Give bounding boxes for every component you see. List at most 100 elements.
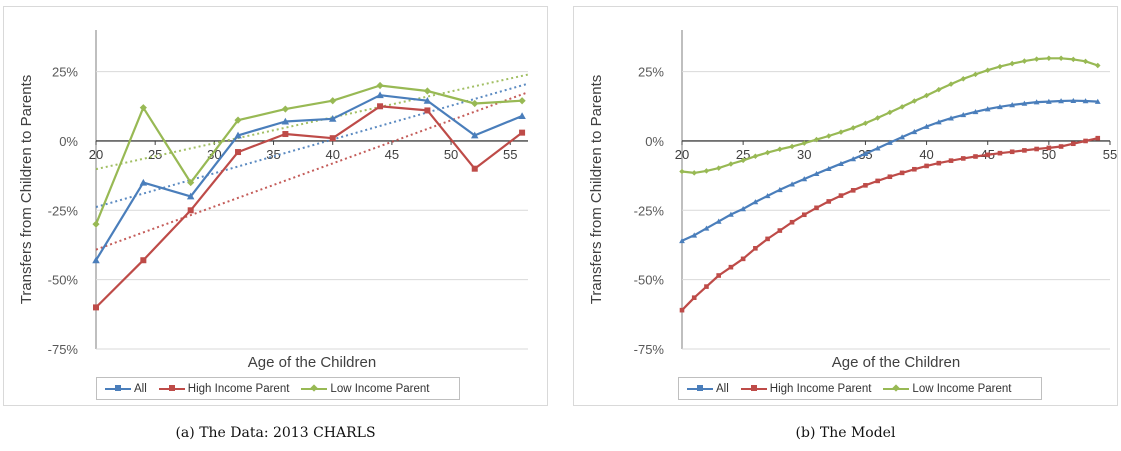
series-line-all <box>95 94 523 261</box>
data-point-high-income-parent <box>377 103 384 110</box>
x-tick-label: 55 <box>503 147 517 162</box>
data-point-all <box>234 131 242 139</box>
y-axis-title: Transfers from Children to Parents <box>588 75 605 305</box>
data-point-all <box>801 176 808 182</box>
data-point-all <box>911 128 918 135</box>
data-point-high-income-parent <box>838 193 844 198</box>
legend-label-high-income: High Income Parent <box>187 382 290 395</box>
x-tick-label: 20 <box>89 147 103 162</box>
legend-label-all: All <box>716 382 729 395</box>
legend-label-high-income: High Income Parent <box>769 382 872 395</box>
x-tick-label: 50 <box>1042 147 1056 162</box>
data-point-all <box>984 106 991 112</box>
series-line-high-income-parent <box>95 105 523 309</box>
data-point-high-income-parent <box>1046 145 1052 151</box>
data-point-high-income-parent <box>985 152 991 158</box>
data-point-high-income-parent <box>187 207 194 214</box>
x-tick-label: 50 <box>444 147 458 162</box>
y-tick-label: 0% <box>59 134 78 149</box>
data-point-all <box>1033 99 1040 105</box>
legend-item-high-income: High Income Parent <box>158 382 290 395</box>
data-point-all <box>328 115 337 122</box>
data-point-low-income-parent <box>329 97 337 105</box>
data-point-low-income-parent <box>1070 56 1077 63</box>
legend-label-low-income: Low Income Parent <box>912 382 1012 395</box>
data-point-all <box>1058 98 1064 104</box>
data-point-low-income-parent <box>740 157 746 164</box>
legend-item-high-income: High Income Parent <box>740 382 872 395</box>
data-point-all <box>887 139 893 145</box>
data-point-high-income-parent <box>850 188 856 193</box>
data-point-low-income-parent <box>1046 55 1052 62</box>
data-point-all <box>186 192 195 200</box>
y-tick-label: 0% <box>645 134 664 149</box>
data-point-high-income-parent <box>801 212 807 218</box>
data-point-low-income-parent <box>911 98 918 104</box>
legend-swatch-high-income <box>740 384 767 393</box>
data-point-high-income-parent <box>936 160 942 166</box>
data-point-high-income-parent <box>1022 148 1027 153</box>
data-point-high-income-parent <box>912 166 917 172</box>
y-tick-label: -25% <box>634 203 665 218</box>
caption-data: (a) The Data: 2013 CHARLS <box>175 425 376 441</box>
legend-swatch-all <box>105 384 131 393</box>
y-tick-label: -25% <box>48 203 79 218</box>
y-tick-label: -75% <box>634 342 665 357</box>
data-point-low-income-parent <box>728 161 734 167</box>
data-point-high-income-parent <box>960 156 966 161</box>
data-point-all <box>960 112 967 118</box>
caption-model: (b) The Model <box>795 425 896 441</box>
data-point-all <box>1045 98 1052 104</box>
data-point-low-income-parent <box>899 104 905 110</box>
data-point-all <box>281 117 290 125</box>
data-point-low-income-parent <box>789 143 795 150</box>
data-point-low-income-parent <box>984 67 991 73</box>
data-point-low-income-parent <box>1095 62 1101 69</box>
data-point-all <box>935 119 942 125</box>
data-point-high-income-parent <box>1058 144 1064 149</box>
data-point-all <box>972 108 979 115</box>
legend-label-all: All <box>134 382 147 395</box>
x-tick-label: 55 <box>1103 147 1117 162</box>
data-point-high-income-parent <box>716 273 721 278</box>
data-point-low-income-parent <box>801 140 808 146</box>
data-point-high-income-parent <box>814 205 819 211</box>
data-point-all <box>376 91 384 99</box>
x-tick-label: 40 <box>325 147 339 162</box>
legend-item-all: All <box>105 383 147 395</box>
data-point-high-income-parent <box>863 183 868 188</box>
legend-swatch-low-income <box>883 385 910 393</box>
data-point-all <box>423 96 432 104</box>
data-point-all <box>703 225 710 231</box>
data-point-high-income-parent <box>875 178 880 184</box>
data-point-all <box>715 218 722 224</box>
data-point-high-income-parent <box>679 307 685 313</box>
data-point-low-income-parent <box>960 76 967 82</box>
data-point-low-income-parent <box>92 220 100 228</box>
data-point-all <box>1070 97 1077 104</box>
data-point-all <box>1009 102 1016 108</box>
y-axis-title: Transfers from Children to Parents <box>18 75 35 305</box>
data-point-high-income-parent <box>1034 146 1039 152</box>
data-point-low-income-parent <box>471 99 479 108</box>
data-point-low-income-parent <box>1021 58 1028 64</box>
data-point-low-income-parent <box>691 170 697 176</box>
data-point-all <box>1082 98 1089 104</box>
data-point-high-income-parent <box>424 107 431 114</box>
data-point-low-income-parent <box>838 129 844 135</box>
data-point-low-income-parent <box>1009 60 1015 67</box>
data-point-all <box>923 123 930 129</box>
x-axis-title: Age of the Children <box>832 354 960 371</box>
data-point-high-income-parent <box>282 131 289 138</box>
data-point-high-income-parent <box>997 150 1003 156</box>
data-point-low-income-parent <box>887 109 893 116</box>
data-point-low-income-parent <box>423 87 431 95</box>
data-point-all <box>691 232 698 238</box>
data-point-high-income-parent <box>973 154 978 159</box>
x-tick-label: 25 <box>148 147 162 162</box>
data-point-high-income-parent <box>1095 135 1101 141</box>
data-point-all <box>862 150 869 157</box>
data-point-low-income-parent <box>187 178 195 187</box>
data-point-all <box>948 115 954 121</box>
